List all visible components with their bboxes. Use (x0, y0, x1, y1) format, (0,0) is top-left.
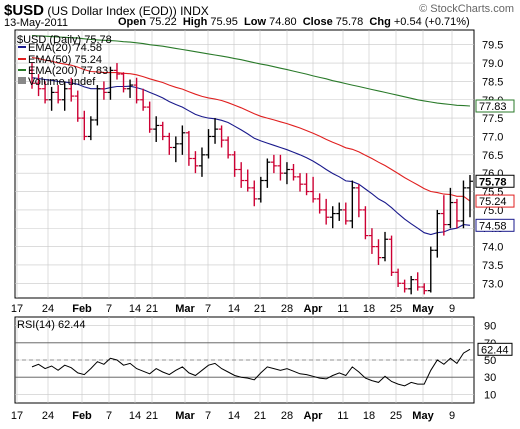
rsi-x-tick-label: 21 (146, 410, 158, 422)
watermark: © StockCharts.com (419, 3, 514, 15)
low-label: Low (244, 16, 267, 28)
rsi-y-tick-label: 90 (484, 321, 496, 333)
ema200-last-tag-box (475, 99, 515, 113)
rsi-x-tick-label: 14 (129, 410, 141, 422)
price-x-tick-label: 25 (390, 303, 402, 315)
ema50-last-tag: 75.24 (479, 196, 507, 208)
close-label: Close (302, 16, 333, 28)
price-x-tick-label: 28 (281, 303, 293, 315)
high-label: High (182, 16, 208, 28)
price-y-tick-label: 78.5 (482, 76, 503, 88)
ema50-last-tag-box (475, 194, 515, 208)
price-y-tick-label: 74.0 (482, 242, 503, 254)
chart-title: $USD (US Dollar Index (EOD)) INDX (4, 2, 209, 19)
price-x-tick-label: 21 (146, 303, 158, 315)
rsi-x-tick-label: 7 (205, 410, 211, 422)
price-y-tick-label: 79.5 (482, 40, 503, 52)
rsi-last-tag-box (477, 342, 513, 356)
price-y-tick-label: 76.5 (482, 150, 503, 162)
rsi-x-tick-label: 14 (228, 410, 240, 422)
price-x-tick-label: 18 (363, 303, 375, 315)
price-last-tag: 75.78 (479, 176, 507, 188)
rsi-x-tick-label: 21 (254, 410, 266, 422)
legend-ema20: EMA(20) 74.58 (28, 42, 102, 54)
legend-price: $USD (Daily) 75.78 (17, 34, 112, 46)
rsi-y-tick-label: 10 (484, 389, 496, 401)
chg-value: +0.54 (+0.71%) (393, 16, 470, 28)
price-y-tick-label: 77.5 (482, 113, 503, 125)
legend-volume: Volume undef (28, 76, 96, 88)
rsi-x-tick-label: 25 (390, 410, 402, 422)
price-panel-frame (14, 29, 475, 299)
rsi-x-tick-label: 11 (337, 410, 348, 422)
close-value: 75.78 (335, 16, 364, 28)
price-y-tick-label: 77.0 (482, 131, 503, 143)
quote-line: Open 75.22 High 75.95 Low 74.80 Close 75… (118, 16, 470, 28)
ema20-line (31, 77, 471, 236)
legend-volume-swatch (18, 77, 26, 84)
exchange: INDX (180, 4, 209, 18)
price-x-tick-label: 7 (205, 303, 211, 315)
instrument-name: (US Dollar Index (EOD)) (47, 4, 177, 18)
rsi-x-tick-label: Mar (175, 410, 195, 422)
price-x-tick-label: 17 (11, 303, 23, 315)
chg-label: Chg (369, 16, 391, 28)
price-y-tick-label: 73.5 (482, 260, 503, 272)
rsi-x-tick-label: 24 (42, 410, 54, 422)
ema200-line (31, 34, 471, 107)
price-y-tick-label: 75.0 (482, 205, 503, 217)
rsi-x-tick-label: 7 (106, 410, 112, 422)
high-value: 75.95 (210, 16, 238, 28)
rsi-last-tag: 62.44 (481, 344, 509, 356)
price-x-tick-label: May (412, 303, 434, 315)
rsi-x-tick-label: 28 (281, 410, 293, 422)
open-value: 75.22 (149, 16, 177, 28)
ema50-line (31, 56, 471, 202)
quote-date: 13-May-2011 (4, 17, 68, 29)
rsi-y-tick-label: 50 (484, 355, 496, 367)
price-x-tick-label: Feb (72, 303, 92, 315)
rsi-x-tick-label: Feb (72, 410, 92, 422)
rsi-x-tick-label: 18 (363, 410, 375, 422)
price-x-tick-label: 14 (228, 303, 240, 315)
price-x-tick-label: Mar (175, 303, 195, 315)
open-label: Open (118, 16, 147, 28)
legend-ema200: EMA(200) 77.83 (28, 65, 108, 77)
price-y-tick-label: 73.0 (482, 278, 503, 290)
price-x-tick-label: Apr (304, 303, 324, 315)
rsi-x-tick-label: 17 (11, 410, 23, 422)
ema200-last-tag: 77.83 (479, 101, 507, 113)
price-x-tick-label: 21 (254, 303, 266, 315)
price-y-tick-label: 79.0 (482, 58, 503, 70)
rsi-x-tick-label: Apr (304, 410, 324, 422)
symbol: $USD (4, 2, 45, 19)
ema20-last-tag-box (475, 218, 515, 232)
ema20-last-tag: 74.58 (479, 220, 507, 232)
legend-rsi: RSI(14) 62.44 (17, 319, 85, 331)
price-x-tick-label: 24 (42, 303, 54, 315)
low-value: 74.80 (269, 16, 297, 28)
rsi-line (31, 348, 471, 387)
price-x-tick-label: 7 (106, 303, 112, 315)
rsi-x-tick-label: May (412, 410, 434, 422)
price-last-tag-box (475, 174, 515, 188)
rsi-x-tick-label: 9 (449, 410, 455, 422)
price-x-tick-label: 14 (129, 303, 141, 315)
price-x-tick-label: 11 (337, 303, 348, 315)
price-x-tick-label: 9 (449, 303, 455, 315)
rsi-y-tick-label: 30 (484, 372, 496, 384)
legend-ema50: EMA(50) 75.24 (28, 54, 102, 66)
